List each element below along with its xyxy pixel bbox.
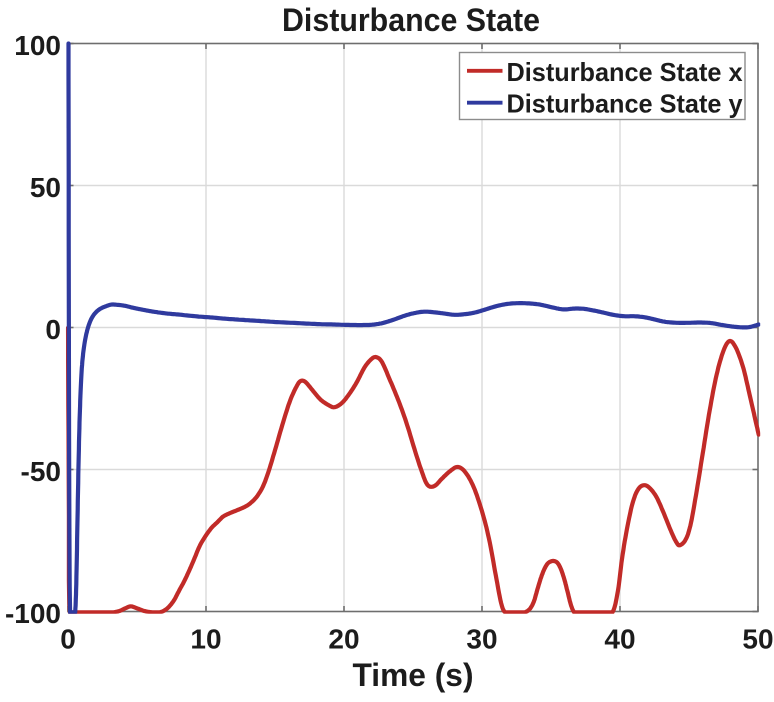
svg-text:0: 0 — [45, 314, 61, 345]
svg-text:Disturbance State: Disturbance State — [282, 2, 540, 38]
svg-text:20: 20 — [328, 624, 359, 655]
svg-text:30: 30 — [466, 624, 497, 655]
svg-text:Time (s): Time (s) — [353, 657, 474, 693]
svg-text:50: 50 — [742, 624, 773, 655]
svg-text:-50: -50 — [21, 456, 61, 487]
svg-text:-100: -100 — [5, 598, 61, 629]
svg-text:0: 0 — [60, 624, 76, 655]
svg-text:100: 100 — [14, 30, 61, 61]
svg-text:Disturbance State x: Disturbance State x — [507, 57, 744, 87]
svg-text:Disturbance State y: Disturbance State y — [507, 89, 744, 119]
svg-text:10: 10 — [190, 624, 221, 655]
svg-text:40: 40 — [604, 624, 635, 655]
svg-text:50: 50 — [30, 172, 61, 203]
